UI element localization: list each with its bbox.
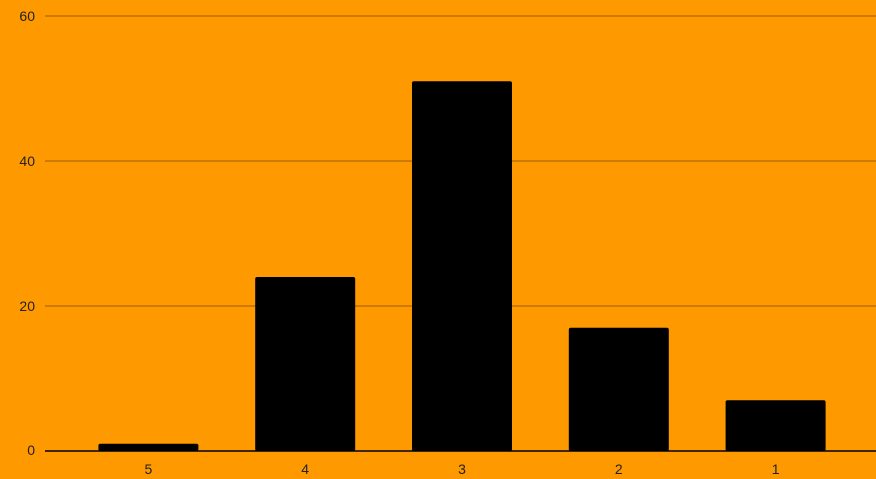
x-tick-label: 4 <box>301 461 309 477</box>
y-tick-label: 20 <box>19 298 35 314</box>
bar-2 <box>568 327 669 451</box>
tick-labels: 0 20 40 60 5 4 3 2 1 <box>19 8 779 477</box>
x-tick-label: 1 <box>772 461 780 477</box>
bar-4 <box>255 277 356 451</box>
bar-5 <box>98 443 199 451</box>
y-tick-label: 60 <box>19 8 35 24</box>
x-tick-label: 5 <box>145 461 153 477</box>
bars <box>98 81 826 451</box>
x-tick-label: 2 <box>615 461 623 477</box>
bar-1 <box>725 400 826 451</box>
bar-3 <box>412 81 512 451</box>
y-tick-label: 40 <box>19 153 35 169</box>
y-tick-label: 0 <box>27 442 35 458</box>
x-tick-label: 3 <box>458 461 466 477</box>
